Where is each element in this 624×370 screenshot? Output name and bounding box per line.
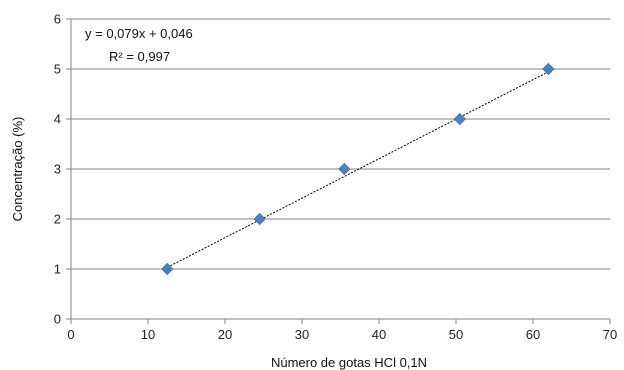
x-axis-title: Número de gotas HCl 0,1N bbox=[271, 355, 427, 370]
y-tick-label-1: 1 bbox=[54, 262, 61, 277]
trendline bbox=[167, 71, 549, 268]
x-tick-label-40: 40 bbox=[372, 327, 386, 342]
data-point-5 bbox=[542, 62, 555, 76]
trendline-equation: y = 0,079x + 0,046 bbox=[85, 26, 193, 41]
x-tick-label-30: 30 bbox=[295, 327, 309, 342]
y-tick-label-2: 2 bbox=[54, 212, 61, 227]
y-tick-label-0: 0 bbox=[54, 312, 61, 327]
trendline-group bbox=[167, 71, 549, 268]
x-tick-label-10: 10 bbox=[141, 327, 155, 342]
y-tick-label-6: 6 bbox=[54, 12, 61, 27]
data-point-2 bbox=[253, 212, 266, 226]
y-tick-labels: 0 1 2 3 4 5 6 bbox=[54, 12, 61, 327]
x-tick-labels: 0 10 20 30 40 50 60 70 bbox=[67, 327, 617, 342]
data-points bbox=[161, 62, 555, 276]
data-point-3 bbox=[338, 162, 351, 176]
data-point-4 bbox=[453, 112, 466, 126]
y-tick-label-5: 5 bbox=[54, 62, 61, 77]
x-tick-label-50: 50 bbox=[449, 327, 463, 342]
x-tick-label-60: 60 bbox=[526, 327, 540, 342]
y-axis-title: Concentração (%) bbox=[10, 117, 25, 222]
y-tick-label-4: 4 bbox=[54, 112, 61, 127]
y-tick-label-3: 3 bbox=[54, 162, 61, 177]
axes bbox=[66, 18, 611, 324]
data-point-1 bbox=[161, 262, 174, 276]
trendline-r2: R² = 0,997 bbox=[109, 49, 170, 64]
x-tick-label-0: 0 bbox=[67, 327, 74, 342]
x-tick-label-20: 20 bbox=[218, 327, 232, 342]
x-tick-label-70: 70 bbox=[603, 327, 617, 342]
